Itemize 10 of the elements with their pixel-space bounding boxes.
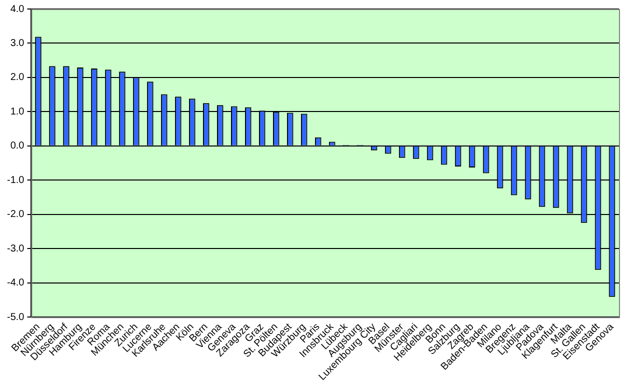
y-tick-label: 1.0 — [10, 106, 25, 118]
y-tick-label: 3.0 — [10, 38, 25, 49]
y-tick-label: -2.0 — [6, 209, 25, 220]
y-tick-label: -5.0 — [6, 312, 25, 323]
y-tick-label: -3.0 — [6, 243, 25, 254]
y-tick-label: -4.0 — [6, 278, 25, 289]
y-tick-label: 2.0 — [10, 72, 25, 84]
y-tick-label: -1.0 — [6, 174, 25, 186]
y-tick-label: 4.0 — [10, 4, 25, 15]
y-tick-label: 0.0 — [10, 140, 25, 152]
